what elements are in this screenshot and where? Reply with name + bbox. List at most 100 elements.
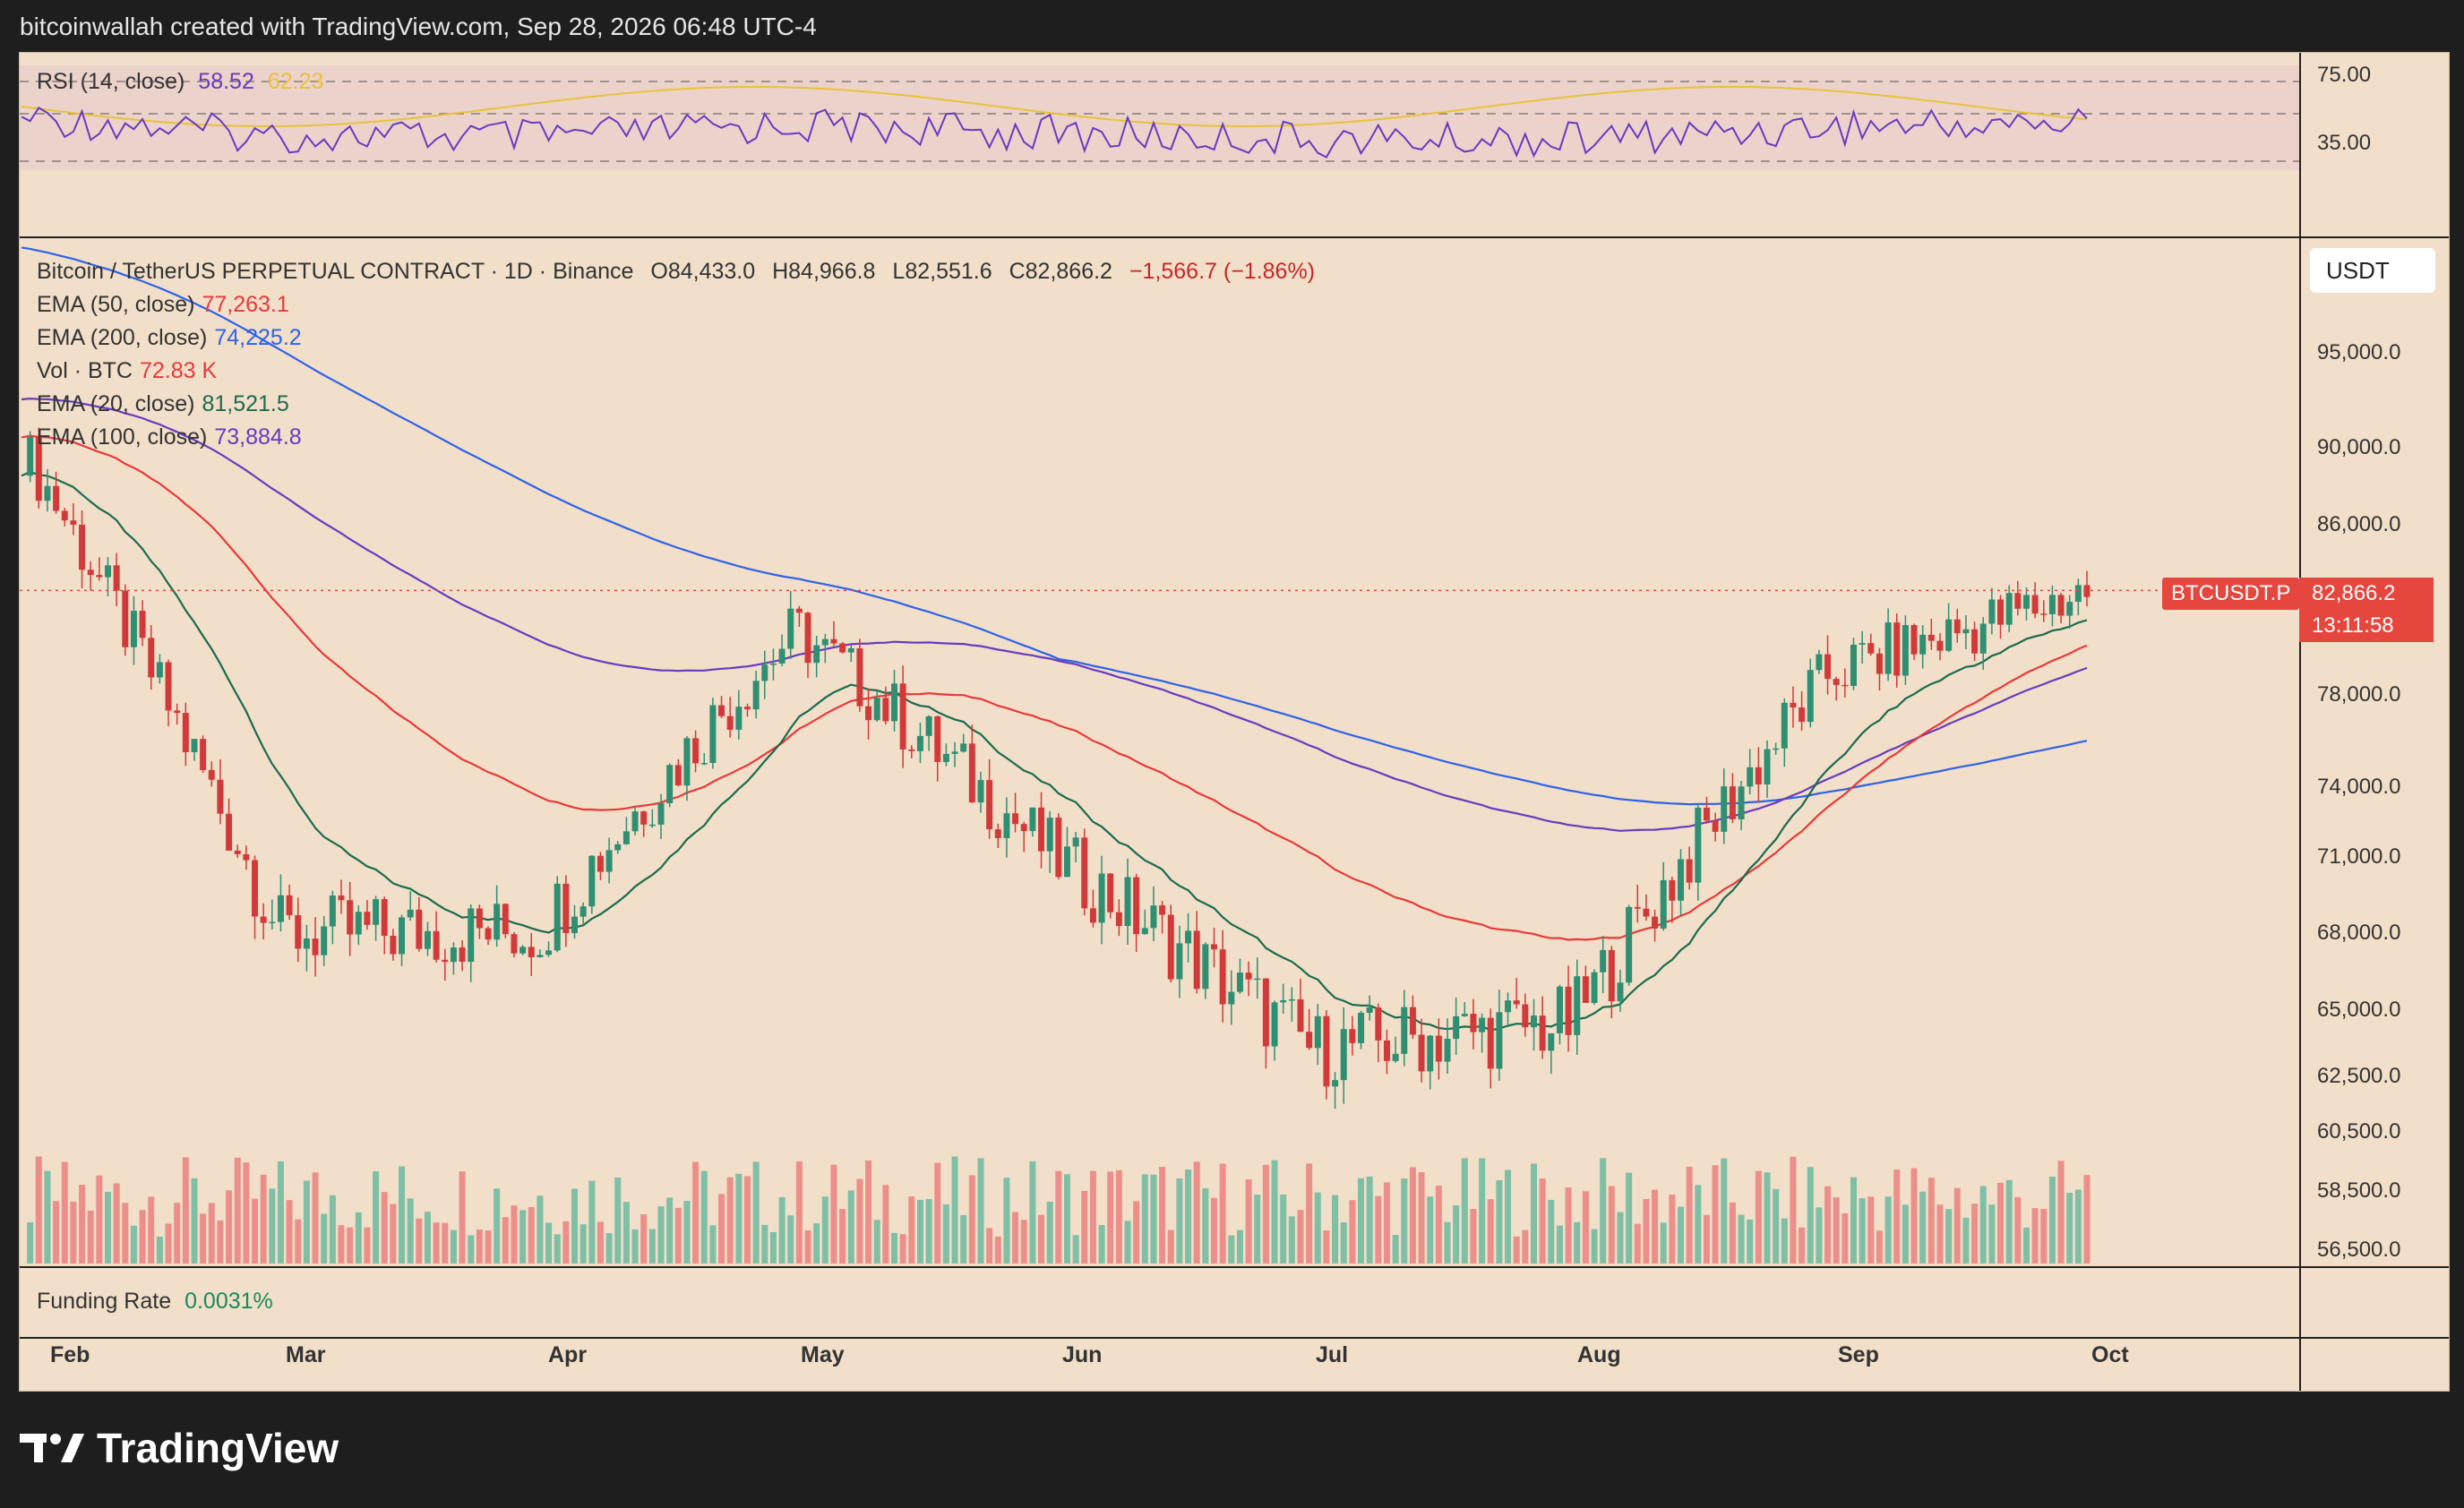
- tradingview-logo[interactable]: TradingView: [20, 1424, 339, 1472]
- volume-bar: [347, 1227, 354, 1264]
- volume-bar: [1228, 1235, 1235, 1264]
- candle-body: [122, 590, 129, 647]
- volume-bar: [295, 1219, 302, 1264]
- candle-body: [217, 779, 224, 814]
- volume-bar: [1098, 1225, 1105, 1264]
- volume-bar: [1893, 1169, 1901, 1264]
- volume-bar: [1185, 1169, 1192, 1264]
- candle-body: [1409, 1007, 1416, 1035]
- symbol-row[interactable]: Bitcoin / TetherUS PERPETUAL CONTRACT · …: [37, 255, 1315, 288]
- funding-rate-legend[interactable]: Funding Rate 0.0031%: [37, 1289, 273, 1315]
- volume-bar: [709, 1225, 717, 1264]
- volume-bar: [156, 1236, 163, 1264]
- candle-body: [769, 663, 777, 665]
- candle-body: [1712, 820, 1719, 832]
- candle-body: [1392, 1053, 1399, 1061]
- candle-body: [1020, 824, 1027, 832]
- candle-body: [1919, 634, 1927, 655]
- rsi-label: RSI (14, close): [37, 69, 185, 94]
- candle-body: [528, 947, 535, 957]
- volume-bar: [2083, 1175, 2091, 1264]
- candle-body: [1288, 998, 1295, 1001]
- indicator-label: EMA (50, close): [37, 292, 195, 317]
- volume-bar: [373, 1170, 380, 1264]
- volume-bar: [1910, 1168, 1918, 1264]
- indicator-row-volume[interactable]: Vol · BTC 72.83 K: [37, 355, 1315, 388]
- candle-body: [1842, 684, 1849, 687]
- rsi-legend[interactable]: RSI (14, close) 58.52 62.23: [37, 69, 323, 95]
- candle-body: [899, 683, 906, 750]
- volume-bar: [390, 1204, 397, 1264]
- candle-body: [1479, 1017, 1486, 1032]
- candle-body: [873, 698, 880, 721]
- volume-bar: [813, 1223, 820, 1264]
- candle-body: [1210, 944, 1217, 950]
- indicator-value: 81,521.5: [202, 391, 289, 416]
- volume-bar: [1349, 1200, 1356, 1264]
- month-label-jun: Jun: [1062, 1342, 1103, 1367]
- candle-body: [1979, 623, 1987, 654]
- volume-bar: [718, 1194, 725, 1264]
- volume-bar: [122, 1203, 129, 1264]
- volume-bar: [1444, 1221, 1451, 1264]
- volume-bar: [994, 1236, 1001, 1264]
- ohlc-change: −1,566.7 (−1.86%): [1129, 259, 1316, 284]
- ohlc-open: O84,433.0: [650, 259, 756, 284]
- candle-body: [416, 909, 423, 949]
- volume-bar: [165, 1223, 172, 1264]
- candle-body: [191, 739, 198, 752]
- indicator-row-ema20[interactable]: EMA (20, close) 81,521.5: [37, 388, 1315, 421]
- volume-bar: [1703, 1214, 1710, 1264]
- candle-body: [226, 813, 233, 851]
- candle-body: [1945, 619, 1953, 651]
- volume-bar: [1979, 1186, 1987, 1264]
- candle-body: [821, 638, 828, 646]
- chart-canvas[interactable]: 95,000.0 90,000.0 86,000.0 78,000.0 74,000.0…: [20, 53, 2449, 1391]
- volume-bar: [1729, 1202, 1736, 1264]
- candle-body: [1867, 643, 1875, 654]
- volume-bar: [1919, 1191, 1927, 1264]
- indicator-row-ema100[interactable]: EMA (100, close) 73,884.8: [37, 421, 1315, 454]
- indicator-row-ema50[interactable]: EMA (50, close) 77,263.1: [37, 288, 1315, 321]
- candle-body: [399, 917, 406, 955]
- candle-body: [2074, 585, 2082, 603]
- currency-selector[interactable]: USDT: [2310, 248, 2435, 293]
- month-label-apr: Apr: [548, 1342, 588, 1367]
- volume-bar: [1936, 1204, 1944, 1264]
- symbol-title: Bitcoin / TetherUS PERPETUAL CONTRACT · …: [37, 259, 634, 284]
- volume-bar: [1721, 1158, 1728, 1264]
- candle-body: [1850, 644, 1857, 686]
- volume-bar: [476, 1230, 483, 1264]
- candle-body: [1574, 976, 1581, 1035]
- volume-bar: [847, 1190, 854, 1264]
- candle-body: [165, 662, 172, 711]
- volume-bar: [27, 1221, 34, 1264]
- volume-bar: [53, 1201, 60, 1264]
- candle-body: [1591, 972, 1598, 1003]
- volume-bar: [2014, 1196, 2022, 1264]
- volume-bar: [2066, 1193, 2073, 1264]
- candle-body: [1816, 654, 1823, 671]
- candle-body: [1721, 786, 1728, 832]
- volume-bar: [934, 1162, 941, 1264]
- volume-bar: [511, 1205, 518, 1264]
- volume-bar: [1280, 1194, 1287, 1264]
- volume-bar: [1833, 1197, 1840, 1264]
- volume-bar: [743, 1176, 751, 1264]
- symbol-price-tag: BTCUSDT.P: [2162, 578, 2300, 610]
- candle-body: [1193, 930, 1200, 990]
- volume-bar: [1202, 1187, 1209, 1264]
- volume-bar: [1470, 1209, 1477, 1264]
- candle-body: [1089, 908, 1096, 923]
- candle-body: [1262, 978, 1269, 1047]
- indicator-value: 72.83 K: [139, 358, 218, 383]
- candle-body: [2014, 593, 2022, 609]
- candle-body: [1678, 859, 1685, 901]
- candle-body: [485, 928, 492, 940]
- time-axis-separator: [20, 1337, 2449, 1339]
- candle-body: [200, 739, 207, 770]
- month-label-oct: Oct: [2091, 1342, 2129, 1367]
- indicator-row-ema200[interactable]: EMA (200, close) 74,225.2: [37, 321, 1315, 355]
- volume-bar: [148, 1196, 155, 1264]
- volume-bar: [1816, 1207, 1823, 1264]
